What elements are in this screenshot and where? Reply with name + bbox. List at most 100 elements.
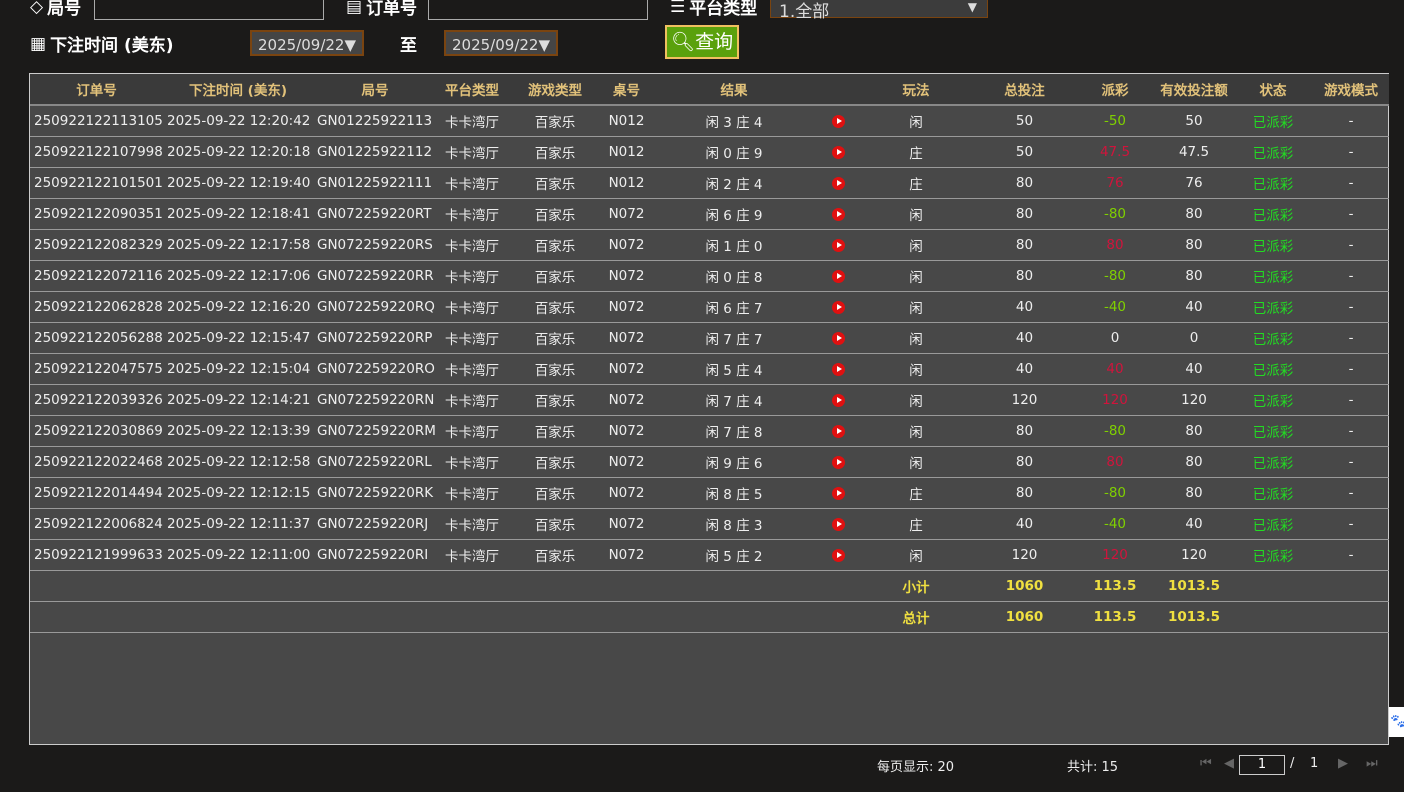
- video-cell: [818, 291, 858, 323]
- cell-3: 卡卡湾厅: [437, 539, 507, 571]
- cell-13: -: [1313, 260, 1389, 292]
- paw-icon[interactable]: 🐾︎: [1389, 707, 1404, 737]
- play-video-icon[interactable]: [831, 517, 845, 531]
- play-video-icon[interactable]: [831, 269, 845, 283]
- cell-11: 47.5: [1155, 136, 1233, 168]
- cell-0: 250922122082329: [30, 229, 163, 261]
- cell-2: GN072259220RL: [313, 446, 437, 478]
- date-to[interactable]: 2025/09/22▼: [444, 30, 558, 56]
- table-row: 250922122022468 2025-09-22 12:12:58 GN0722…: [30, 446, 1389, 478]
- page-input[interactable]: 1: [1239, 755, 1285, 775]
- cell-8: 闲: [858, 446, 974, 478]
- play-video-icon[interactable]: [831, 424, 845, 438]
- cell-11: 76: [1155, 167, 1233, 199]
- play-video-icon[interactable]: [831, 362, 845, 376]
- play-video-icon[interactable]: [831, 176, 845, 190]
- cell-0: 250922122056288: [30, 322, 163, 354]
- dropdown-arrow-icon: ▼: [967, 0, 977, 14]
- cell-13: -: [1313, 105, 1389, 137]
- cell-6: 闲 0 庄 9: [650, 136, 818, 168]
- table-row: 250922122113105 2025-09-22 12:20:42 GN0122…: [30, 105, 1389, 137]
- play-video-icon[interactable]: [831, 238, 845, 252]
- table-row: 250922122072116 2025-09-22 12:17:06 GN0722…: [30, 260, 1389, 292]
- query-button[interactable]: 🔍︎查询: [665, 25, 740, 59]
- grandtotal-cell: [163, 601, 313, 633]
- cell-6: 闲 5 庄 2: [650, 539, 818, 571]
- first-page-button[interactable]: ⏮: [1200, 756, 1212, 771]
- cell-11: 120: [1155, 384, 1233, 416]
- grandtotal-cell: [818, 601, 858, 633]
- cell-3: 卡卡湾厅: [437, 446, 507, 478]
- grandtotal-cell: 1013.5: [1155, 601, 1233, 633]
- cell-13: -: [1313, 415, 1389, 447]
- video-cell: [818, 198, 858, 230]
- cell-3: 卡卡湾厅: [437, 136, 507, 168]
- cell-13: -: [1313, 229, 1389, 261]
- play-video-icon[interactable]: [831, 548, 845, 562]
- video-cell: [818, 136, 858, 168]
- cell-2: GN072259220RN: [313, 384, 437, 416]
- play-video-icon[interactable]: [831, 486, 845, 500]
- cell-2: GN072259220RI: [313, 539, 437, 571]
- cell-4: 百家乐: [507, 508, 603, 540]
- cell-3: 卡卡湾厅: [437, 105, 507, 137]
- grandtotal-cell: [30, 601, 163, 633]
- table-row: 250922122014494 2025-09-22 12:12:15 GN0722…: [30, 477, 1389, 509]
- cell-13: -: [1313, 508, 1389, 540]
- cell-5: N072: [603, 446, 650, 478]
- play-video-icon[interactable]: [831, 300, 845, 314]
- time-label: ▦ 下注时间 (美东): [30, 33, 174, 57]
- cell-9: 80: [974, 477, 1075, 509]
- results-table: 订单号 下注时间 (美东) 局号 平台类型 游戏类型 桌号 结果 玩法 总投注 派彩 有效投注额 状态…: [30, 74, 1389, 633]
- next-page-button[interactable]: ▶: [1338, 756, 1348, 771]
- column-header: 有效投注额: [1155, 74, 1233, 106]
- cell-2: GN01225922112: [313, 136, 437, 168]
- cell-2: GN072259220RQ: [313, 291, 437, 323]
- cell-0: 250922122039326: [30, 384, 163, 416]
- date-from[interactable]: 2025/09/22▼: [250, 30, 364, 56]
- cell-0: 250922122072116: [30, 260, 163, 292]
- grandtotal-row: 总计 1060 113.5 1013.5: [30, 601, 1389, 633]
- platform-select[interactable]: 1.全部 ▼: [770, 0, 988, 22]
- play-video-icon[interactable]: [831, 331, 845, 345]
- last-page-button[interactable]: ⏭: [1366, 756, 1378, 771]
- cell-12: 已派彩: [1233, 446, 1313, 478]
- play-video-icon[interactable]: [831, 207, 845, 221]
- cell-10: 0: [1075, 322, 1155, 354]
- to-label: 至: [400, 36, 417, 56]
- cell-9: 40: [974, 353, 1075, 385]
- table-row: 250922122056288 2025-09-22 12:15:47 GN0722…: [30, 322, 1389, 354]
- play-video-icon[interactable]: [831, 114, 845, 128]
- cell-11: 80: [1155, 415, 1233, 447]
- video-cell: [818, 508, 858, 540]
- cell-10: -80: [1075, 477, 1155, 509]
- video-cell: [818, 477, 858, 509]
- cell-0: 250922122062828: [30, 291, 163, 323]
- subtotal-cell: [30, 570, 163, 602]
- cell-8: 闲: [858, 415, 974, 447]
- total-count: 共计: 15: [1067, 760, 1119, 775]
- cell-4: 百家乐: [507, 136, 603, 168]
- round-input[interactable]: [94, 0, 324, 20]
- cell-11: 80: [1155, 260, 1233, 292]
- subtotal-cell: [603, 570, 650, 602]
- prev-page-button[interactable]: ◀: [1224, 756, 1234, 771]
- cell-1: 2025-09-22 12:12:58: [163, 446, 313, 478]
- cell-9: 80: [974, 229, 1075, 261]
- play-video-icon[interactable]: [831, 145, 845, 159]
- cell-10: -40: [1075, 508, 1155, 540]
- video-cell: [818, 353, 858, 385]
- cell-2: GN01225922113: [313, 105, 437, 137]
- cell-10: 40: [1075, 353, 1155, 385]
- grandtotal-cell: [603, 601, 650, 633]
- cell-1: 2025-09-22 12:15:47: [163, 322, 313, 354]
- order-input[interactable]: [428, 0, 648, 20]
- cell-11: 40: [1155, 508, 1233, 540]
- cell-5: N072: [603, 353, 650, 385]
- play-video-icon[interactable]: [831, 455, 845, 469]
- table-row: 250922122062828 2025-09-22 12:16:20 GN0722…: [30, 291, 1389, 323]
- cell-4: 百家乐: [507, 167, 603, 199]
- play-video-icon[interactable]: [831, 393, 845, 407]
- cell-13: -: [1313, 539, 1389, 571]
- column-header: 派彩: [1075, 74, 1155, 106]
